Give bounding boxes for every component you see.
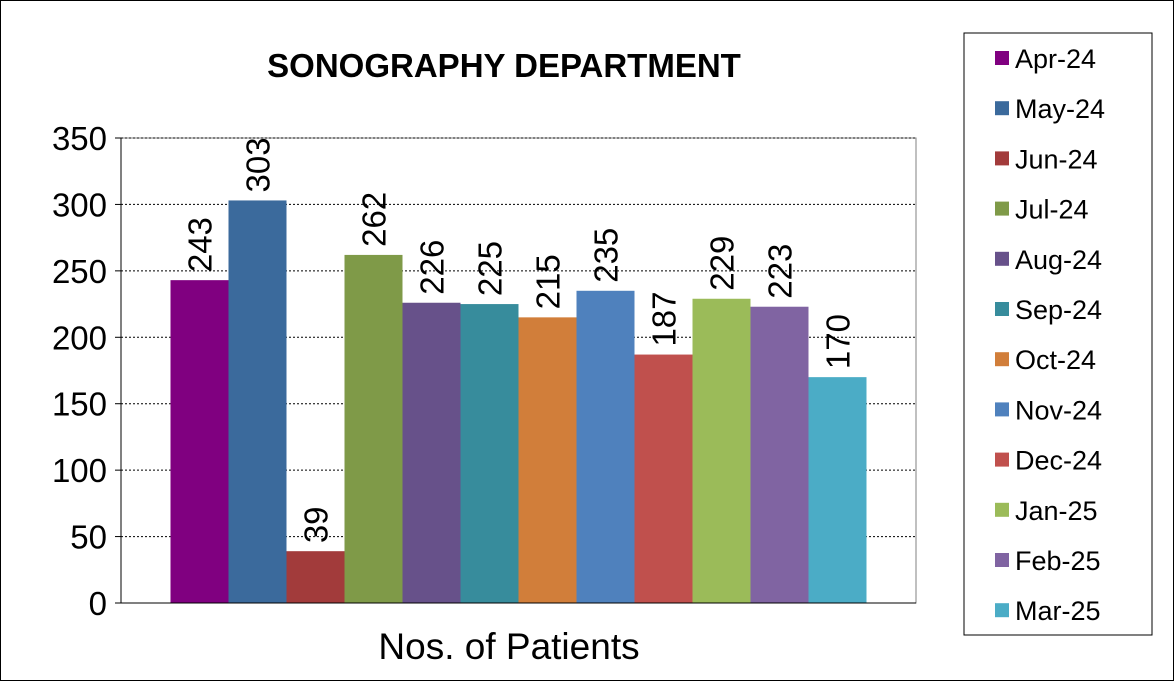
y-tick-label: 150 bbox=[52, 386, 107, 423]
bar-apr-24 bbox=[170, 280, 229, 603]
chart-title: SONOGRAPHY DEPARTMENT bbox=[267, 47, 741, 84]
y-tick-label: 200 bbox=[52, 319, 107, 356]
data-label-oct-24: 215 bbox=[530, 254, 567, 309]
x-axis-category-label: Nos. of Patients bbox=[378, 626, 639, 667]
y-tick-label: 250 bbox=[52, 253, 107, 290]
bar-oct-24 bbox=[518, 317, 577, 603]
legend-swatch bbox=[995, 302, 1009, 316]
legend-label: Oct-24 bbox=[1015, 345, 1096, 375]
legend-swatch bbox=[995, 201, 1009, 216]
bar-may-24 bbox=[228, 200, 287, 603]
legend-label: Apr-24 bbox=[1015, 44, 1096, 74]
legend-swatch bbox=[995, 452, 1009, 467]
bar-jan-25 bbox=[692, 298, 751, 603]
legend-label: Jan-25 bbox=[1015, 496, 1098, 526]
data-labels: 243 303 39 262 226 225 215 235 187 229 223 170 bbox=[182, 137, 857, 543]
y-tick-label: 300 bbox=[52, 186, 107, 223]
bar-mar-25 bbox=[808, 377, 867, 603]
legend-label: Jul-24 bbox=[1015, 195, 1089, 225]
legend-swatch bbox=[995, 502, 1009, 517]
bars bbox=[170, 200, 867, 603]
data-label-sep-24: 225 bbox=[472, 241, 509, 296]
data-label-nov-24: 235 bbox=[588, 228, 625, 283]
y-tick-label: 0 bbox=[89, 585, 107, 622]
data-label-apr-24: 243 bbox=[182, 217, 219, 272]
data-label-jul-24: 262 bbox=[356, 192, 393, 247]
data-label-aug-24: 226 bbox=[414, 240, 451, 295]
bar-jun-24 bbox=[286, 551, 345, 603]
data-label-jun-24: 39 bbox=[298, 506, 335, 543]
bar-dec-24 bbox=[634, 354, 693, 603]
data-label-dec-24: 187 bbox=[646, 291, 683, 346]
legend-label: Dec-24 bbox=[1015, 446, 1102, 476]
data-label-mar-25: 170 bbox=[820, 314, 857, 369]
legend: Apr-24 May-24 Jun-24 Jul-24 Aug-24 Sep-24 Oct-… bbox=[995, 44, 1105, 626]
legend-swatch bbox=[995, 101, 1009, 116]
bar-aug-24 bbox=[402, 302, 461, 603]
bar-sep-24 bbox=[460, 304, 519, 603]
legend-swatch bbox=[995, 352, 1009, 367]
legend-label: Aug-24 bbox=[1015, 245, 1102, 275]
bar-nov-24 bbox=[576, 290, 635, 603]
data-label-jan-25: 229 bbox=[704, 236, 741, 291]
legend-label: Feb-25 bbox=[1015, 546, 1101, 576]
legend-label: Sep-24 bbox=[1015, 295, 1102, 325]
bar-jul-24 bbox=[344, 254, 403, 603]
legend-label: Jun-24 bbox=[1015, 144, 1098, 174]
bar-feb-25 bbox=[750, 306, 809, 603]
legend-label: Nov-24 bbox=[1015, 395, 1102, 425]
legend-swatch bbox=[995, 603, 1009, 618]
legend-box bbox=[963, 32, 1153, 636]
legend-swatch bbox=[995, 553, 1009, 567]
y-axis-ticks: 0 50 100 150 200 250 300 350 bbox=[52, 120, 121, 622]
legend-swatch bbox=[995, 402, 1009, 417]
data-label-feb-25: 223 bbox=[762, 244, 799, 299]
y-tick-label: 50 bbox=[70, 519, 107, 556]
y-tick-label: 100 bbox=[52, 452, 107, 489]
legend-swatch bbox=[995, 251, 1009, 266]
legend-label: Mar-25 bbox=[1015, 596, 1101, 626]
y-tick-label: 350 bbox=[52, 120, 107, 157]
data-label-may-24: 303 bbox=[240, 137, 277, 192]
legend-swatch bbox=[995, 51, 1009, 65]
legend-swatch bbox=[995, 151, 1009, 166]
legend-label: May-24 bbox=[1015, 94, 1105, 124]
